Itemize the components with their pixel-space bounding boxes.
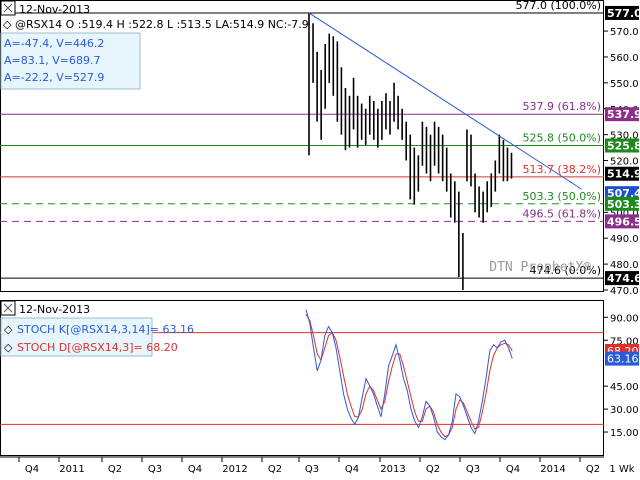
x-tick-label-5: 2012 <box>222 464 247 475</box>
stoch-k-label: STOCH K[@RSX14,3,14]= 63.16 <box>17 323 194 336</box>
readout-2: A=83.1, V=689.7 <box>4 54 100 67</box>
x-tick-label-3: Q3 <box>148 464 162 475</box>
level-label-1: 537.9 (61.8%) <box>522 100 601 113</box>
panel-menu-icon <box>3 3 13 13</box>
upper-date: 12-Nov-2013 <box>19 3 90 16</box>
stoch-tick-label-0: 90.00 <box>610 313 639 324</box>
stoch-d-line <box>305 313 513 438</box>
price-tick-label-6: 500.0 <box>610 208 639 219</box>
stoch-d-label: STOCH D[@RSX14,3]= 68.20 <box>17 341 178 354</box>
readout-box <box>0 32 141 90</box>
price-tag-label-5: 503.3 <box>607 198 640 211</box>
x-tick-label-0: Q4 <box>25 464 39 475</box>
readout-3: A=-22.2, V=527.9 <box>4 71 104 84</box>
price-tag-3 <box>605 166 639 181</box>
stoch-legend-box <box>0 317 153 357</box>
price-tag-5 <box>605 196 639 211</box>
stoch-tick-label-2: 45.00 <box>610 382 639 393</box>
price-tick-label-9: 470.0 <box>610 286 639 297</box>
x-axis-labels: Q4 2011 Q2 Q3 Q4 2012 Q2 Q3 Q4 2013 Q2 Q3 Q4 2014 Q2 <box>18 457 600 475</box>
stoch-k-line <box>305 309 513 441</box>
x-tick-label-11: Q3 <box>466 464 480 475</box>
price-tag-4 <box>605 186 639 201</box>
price-tick-label-2: 550.0 <box>610 79 639 90</box>
stochastic-axis: 90.00 75.00 45.00 30.00 15.00 <box>604 313 639 439</box>
downtrend-line <box>308 12 583 190</box>
x-tick-label-13: 2014 <box>540 464 565 475</box>
level-label-4: 503.3 (50.0%) <box>522 190 601 203</box>
level-label-5: 496.5 (61.8%) <box>522 207 601 220</box>
stoch-k-tag <box>605 351 639 366</box>
stoch-k-diamond-icon: ◇ <box>4 323 13 336</box>
price-tag-label-1: 537.9 <box>607 108 640 121</box>
price-tag-label-2: 525.8 <box>607 140 640 153</box>
price-tick-label-7: 490.0 <box>610 234 639 245</box>
stoch-d-diamond-icon: ◇ <box>4 341 13 354</box>
price-tick-label-0: 570.0 <box>610 27 639 38</box>
price-tag-6 <box>605 214 639 229</box>
price-tag-label-0: 577.0 <box>607 7 640 20</box>
level-label-2: 525.8 (50.0%) <box>522 132 601 145</box>
price-tick-label-4: 530.0 <box>610 131 639 142</box>
lower-menu-icon <box>3 303 13 313</box>
x-tick-label-1: 2011 <box>59 464 84 475</box>
level-label-0: 577.0 (100.0%) <box>515 0 601 12</box>
price-tick-label-8: 480.0 <box>610 260 639 271</box>
x-tick-label-2: Q2 <box>108 464 122 475</box>
price-tag-1 <box>605 107 639 122</box>
x-tick-label-12: Q4 <box>506 464 520 475</box>
x-tick-label-6: Q2 <box>268 464 282 475</box>
stoch-tick-label-3: 30.00 <box>610 405 639 416</box>
price-tag-0 <box>605 5 639 20</box>
level-label-3: 513.7 (38.2%) <box>522 163 601 176</box>
price-bars <box>308 12 513 290</box>
quote-header: @RSX14 O :519.4 H :522.8 L :513.5 LA:514… <box>15 18 309 31</box>
price-tag-7 <box>605 271 639 286</box>
x-tick-label-7: Q3 <box>305 464 319 475</box>
price-tag-2 <box>605 138 639 153</box>
x-tick-label-10: Q2 <box>426 464 440 475</box>
period-label[interactable]: 1 Wk <box>609 464 634 475</box>
x-tick-label-8: Q4 <box>345 464 359 475</box>
fibonacci-level-labels: 577.0 (100.0%) 537.9 (61.8%) 525.8 (50.0%)… <box>515 0 601 277</box>
price-tick-label-5: 520.0 <box>610 157 639 168</box>
level-label-6: 474.6 (0.0%) <box>529 264 601 277</box>
diamond-icon: ◇ <box>3 18 12 31</box>
x-tick-label-4: Q4 <box>188 464 202 475</box>
lower-date: 12-Nov-2013 <box>19 303 90 316</box>
stoch-tick-label-1: 75.00 <box>610 336 639 347</box>
price-tag-label-6: 496.5 <box>607 215 640 228</box>
price-tag-label-3: 514.9 <box>607 168 640 181</box>
watermark: DTN ProphetX® <box>489 260 591 275</box>
lower-panel-frame <box>0 300 604 456</box>
stoch-tick-label-4: 15.00 <box>610 428 639 439</box>
price-tag-label-7: 474.6 <box>607 272 640 285</box>
price-tick-label-1: 560.0 <box>610 53 639 64</box>
readout-1: A=-47.4, V=446.2 <box>4 37 104 50</box>
x-tick-label-9: 2013 <box>380 464 405 475</box>
x-tick-label-14: Q2 <box>586 464 600 475</box>
stoch-k-tag-label: 63.16 <box>607 353 639 366</box>
